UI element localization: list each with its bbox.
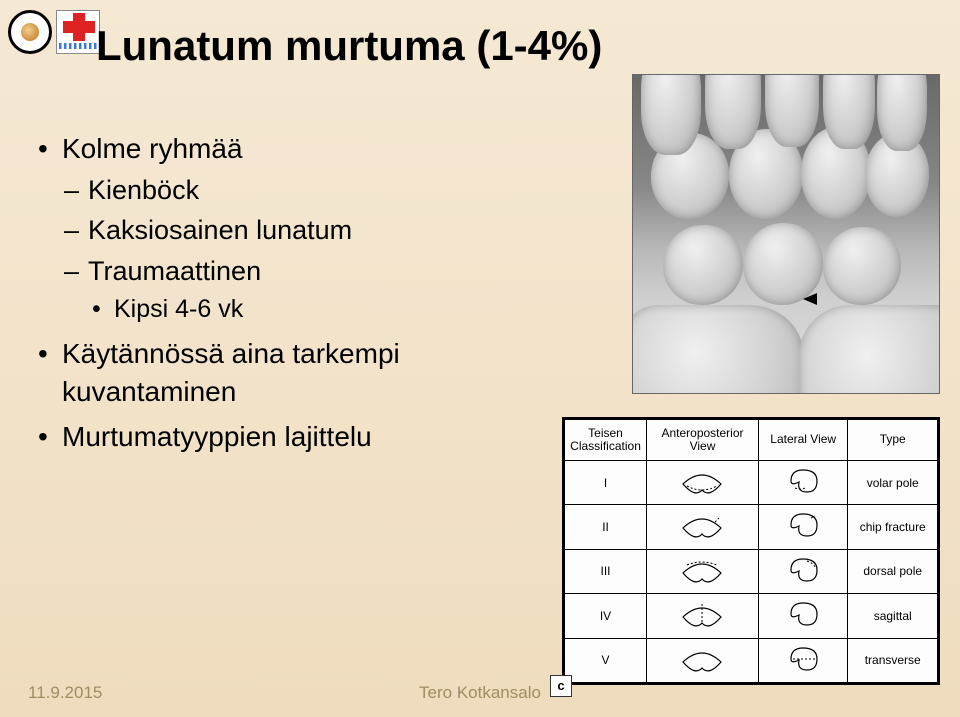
col-header: Type (848, 420, 938, 461)
col-header: Lateral View (758, 420, 848, 461)
bullet-level2: Kienböck (62, 172, 556, 208)
lat-view-icon (758, 638, 848, 682)
lat-view-icon (758, 594, 848, 638)
ap-view-icon (647, 638, 759, 682)
table-row: III dorsal pole (565, 549, 938, 593)
society-logo-icon (8, 10, 52, 54)
bullet-level1: Käytännössä aina tarkempi kuvantaminen (36, 335, 556, 411)
teisen-table: c Teisen Classification Anteroposterior … (562, 417, 940, 685)
ap-view-icon (647, 549, 759, 593)
bullet-level1: Murtumatyyppien lajittelu (36, 418, 556, 456)
logo-group (8, 10, 100, 54)
bullet-level1: Kolme ryhmää Kienböck Kaksiosainen lunat… (36, 130, 556, 327)
xray-image (632, 74, 940, 394)
ap-view-icon (647, 460, 759, 504)
type-label: sagittal (848, 594, 938, 638)
content-area: Kolme ryhmää Kienböck Kaksiosainen lunat… (36, 130, 556, 464)
table-row: IV sagittal (565, 594, 938, 638)
bullet-level2: Traumaattinen Kipsi 4-6 vk (62, 253, 556, 327)
table-row: V transverse (565, 638, 938, 682)
teisen-class: II (565, 505, 647, 549)
table-row: I volar pole (565, 460, 938, 504)
teisen-class: V (565, 638, 647, 682)
table-header-row: Teisen Classification Anteroposterior Vi… (565, 420, 938, 461)
table-row: II chip fracture (565, 505, 938, 549)
bullet-text: Kolme ryhmää (62, 133, 243, 164)
col-header: Teisen Classification (565, 420, 647, 461)
type-label: volar pole (848, 460, 938, 504)
hospital-logo-icon (56, 10, 100, 54)
ap-view-icon (647, 594, 759, 638)
teisen-class: I (565, 460, 647, 504)
lat-view-icon (758, 549, 848, 593)
type-label: dorsal pole (848, 549, 938, 593)
lat-view-icon (758, 505, 848, 549)
teisen-class: IV (565, 594, 647, 638)
teisen-class: III (565, 549, 647, 593)
slide-title: Lunatum murtuma (1-4%) (96, 22, 940, 70)
type-label: transverse (848, 638, 938, 682)
col-header: Anteroposterior View (647, 420, 759, 461)
footer-author: Tero Kotkansalo (0, 683, 960, 703)
bullet-level2: Kaksiosainen lunatum (62, 212, 556, 248)
bullet-text: Traumaattinen (88, 256, 261, 286)
lat-view-icon (758, 460, 848, 504)
bullet-level3: Kipsi 4-6 vk (88, 293, 556, 327)
ap-view-icon (647, 505, 759, 549)
arrow-icon (803, 293, 817, 305)
type-label: chip fracture (848, 505, 938, 549)
